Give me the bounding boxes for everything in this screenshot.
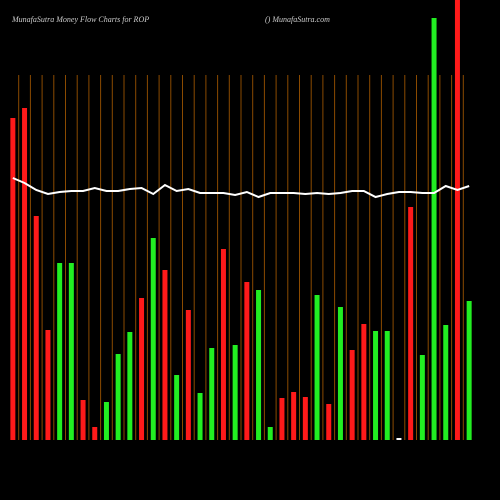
bar <box>139 298 145 440</box>
bar <box>197 393 203 440</box>
bar <box>408 207 414 440</box>
bar <box>454 0 460 440</box>
bar <box>314 295 320 440</box>
bar <box>174 375 180 440</box>
bar <box>373 331 379 440</box>
bar <box>291 392 297 440</box>
bar <box>349 350 355 440</box>
money-flow-line <box>12 177 470 199</box>
bar <box>279 398 285 440</box>
bar <box>92 427 98 440</box>
bar <box>127 332 133 440</box>
bar <box>232 345 238 440</box>
chart-subtitle: () MunafaSutra.com <box>265 15 330 24</box>
bar <box>302 397 308 440</box>
bar <box>162 270 168 440</box>
bar <box>150 238 156 440</box>
bar <box>10 118 16 440</box>
bar <box>57 263 63 440</box>
bar <box>384 331 390 440</box>
bar <box>244 282 250 440</box>
bar <box>267 427 273 440</box>
bar <box>396 438 402 440</box>
bar <box>22 108 28 440</box>
bar <box>115 354 121 440</box>
bar <box>68 263 74 440</box>
bar <box>443 325 449 440</box>
bar <box>256 290 262 440</box>
chart-title: MunafaSutra Money Flow Charts for ROP <box>11 15 149 24</box>
bar <box>103 402 109 440</box>
bar <box>185 310 191 440</box>
bar <box>361 324 367 440</box>
bar <box>419 355 425 440</box>
bar <box>45 330 51 440</box>
bar <box>431 18 437 440</box>
bar <box>80 400 86 440</box>
bar <box>220 249 226 440</box>
bar <box>337 307 343 440</box>
bar <box>466 301 472 440</box>
bar <box>326 404 332 440</box>
bar <box>209 348 215 440</box>
bar <box>33 216 39 440</box>
